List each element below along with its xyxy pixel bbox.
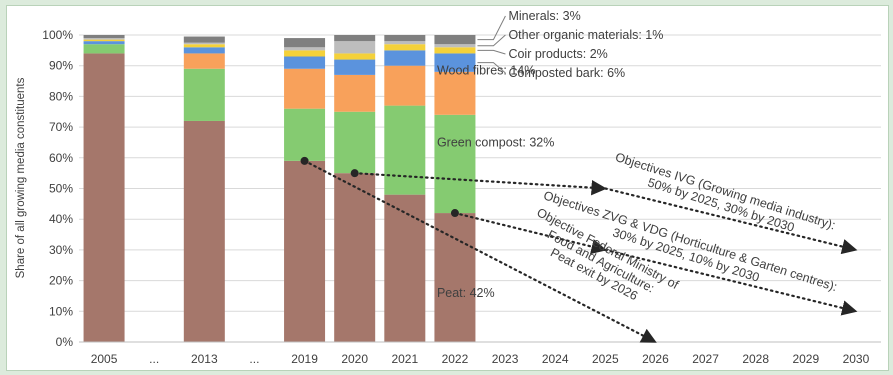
x-tick-label: 2022: [442, 352, 469, 366]
objective-3-line: [303, 159, 657, 344]
leader-line: [477, 49, 506, 55]
objective-1-line: [353, 172, 607, 196]
bar-segment-coir-products: [434, 47, 476, 54]
leader-line: [477, 34, 506, 47]
bar-segment-minerals: [434, 35, 476, 45]
x-tick-label: 2020: [341, 352, 368, 366]
bar-segment-wood-fibres: [384, 65, 426, 106]
x-tick-label: ...: [149, 352, 159, 366]
leader-line: [477, 62, 506, 74]
bar-segment-minerals: [384, 35, 426, 42]
bar-segment-peat: [83, 53, 125, 343]
x-tick-label: 2013: [191, 352, 218, 366]
x-tick-label: 2030: [843, 352, 870, 366]
y-tick-label: 60%: [49, 151, 73, 165]
x-tick-label: 2028: [742, 352, 769, 366]
y-axis-label: Share of all growing media constituents: [15, 77, 27, 278]
objective-3-caption: Objective Federal Ministry ofFood and Ag…: [521, 205, 681, 318]
leader-line: [477, 15, 506, 41]
x-tick-label: 2024: [542, 352, 569, 366]
bar-segment-other-organic-materials: [183, 42, 225, 45]
bar-segment-other-organic-materials: [83, 38, 125, 40]
bar-segment-peat: [284, 160, 326, 342]
y-tick-label: 10%: [49, 304, 73, 318]
bar-segment-peat: [434, 213, 476, 342]
bar-segment-composted-bark: [83, 41, 125, 45]
x-tick-label: 2026: [642, 352, 669, 366]
bar-segment-green-compost: [334, 111, 376, 174]
y-tick-label: 50%: [49, 182, 73, 196]
label-peat: Peat: 42%: [437, 286, 495, 300]
bar-segment-other-organic-materials: [334, 41, 376, 54]
bar-segment-coir-products: [83, 39, 125, 42]
x-tick-label: 2019: [291, 352, 318, 366]
y-tick-label: 70%: [49, 120, 73, 134]
label-green-compost: Green compost: 32%: [437, 135, 554, 149]
bar-segment-wood-fibres: [334, 74, 376, 112]
y-tick-label: 30%: [49, 243, 73, 257]
label-minerals: Minerals: 3%: [508, 9, 580, 23]
label-wood-fibres: Wood fibres: 14%: [437, 63, 535, 77]
y-tick-label: 20%: [49, 274, 73, 288]
y-tick-label: 90%: [49, 59, 73, 73]
objective-2-line: [604, 248, 858, 316]
bar-segment-coir-products: [284, 50, 326, 57]
label-other-organic-materials: Other organic materials: 1%: [508, 28, 663, 42]
bar-segment-minerals: [83, 35, 125, 39]
bar-segment-minerals: [334, 35, 376, 42]
bar-segment-peat: [334, 173, 376, 342]
objective-1-line: [604, 187, 858, 255]
x-tick-label: 2029: [792, 352, 819, 366]
bar-segment-composted-bark: [334, 59, 376, 75]
label-coir-products: Coir products: 2%: [508, 47, 607, 61]
bar-segment-green-compost: [183, 68, 225, 121]
bar-segment-composted-bark: [384, 50, 426, 66]
bar-segment-composted-bark: [183, 47, 225, 54]
bar-segment-wood-fibres: [434, 71, 476, 115]
y-tick-label: 100%: [42, 28, 73, 42]
y-tick-label: 0%: [56, 335, 74, 349]
bar-segment-other-organic-materials: [384, 41, 426, 45]
y-tick-label: 40%: [49, 212, 73, 226]
chart-frame: 0% 10% 20% 30% 40% 50% 60% 70% 80% 90% 100% 2005...…: [6, 5, 889, 371]
x-tick-label: 2021: [391, 352, 418, 366]
bar-segment-composted-bark: [434, 53, 476, 72]
bar-segment-green-compost: [434, 114, 476, 214]
bar-segment-other-organic-materials: [434, 44, 476, 48]
x-tick-label: 2005: [91, 352, 118, 366]
bar-segment-other-organic-materials: [284, 47, 326, 51]
bar-segment-peat: [183, 120, 225, 343]
bar-segment-minerals: [284, 38, 326, 48]
x-tick-label: 2025: [592, 352, 619, 366]
bar-segment-wood-fibres: [284, 68, 326, 109]
bar-segment-composted-bark: [284, 56, 326, 69]
bar-segment-coir-products: [334, 53, 376, 60]
bar-segment-coir-products: [183, 44, 225, 48]
x-tick-label: 2023: [492, 352, 519, 366]
y-tick-label: 80%: [49, 89, 73, 103]
bar-segment-coir-products: [384, 44, 426, 51]
bar-segment-peat: [384, 194, 426, 342]
x-tick-label: ...: [249, 352, 259, 366]
stacked-bar-chart: 0% 10% 20% 30% 40% 50% 60% 70% 80% 90% 100% 2005...…: [15, 9, 881, 366]
bar-segment-wood-fibres: [183, 53, 225, 69]
x-tick-label: 2027: [692, 352, 719, 366]
bar-segment-minerals: [183, 36, 225, 43]
objective-2-line: [453, 211, 607, 255]
bar-segment-green-compost: [83, 44, 125, 54]
bar-segment-green-compost: [384, 105, 426, 195]
label-composted-bark: Composted bark: 6%: [508, 66, 625, 80]
bar-segment-green-compost: [284, 108, 326, 161]
